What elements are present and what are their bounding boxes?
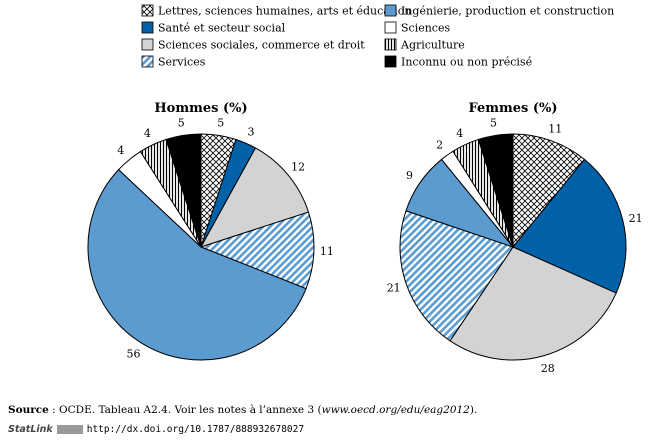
source-tail: ). — [469, 404, 478, 416]
legend-swatch-sante-et-secteur-social — [141, 21, 154, 34]
data-label-sante-et-secteur-social: 21 — [629, 212, 643, 225]
pie-slice-inconnu-ou-non-precise — [477, 133, 514, 248]
pie-slice-sciences-sociales-commerce-et-droit — [449, 246, 617, 361]
legend-label-sante-et-secteur-social: Santé et secteur social — [158, 22, 286, 35]
data-label-agriculture: 4 — [144, 127, 151, 140]
data-label-lettres-sciences-humaines-arts-et-education: 5 — [217, 117, 224, 130]
pie-slice-ingenierie-production-et-construction — [87, 168, 307, 361]
data-label-sante-et-secteur-social: 3 — [248, 125, 255, 138]
legend-swatch-sciences-sociales-commerce-et-droit — [141, 38, 154, 51]
source-note: Source : OCDE. Tableau A2.4. Voir les no… — [8, 404, 477, 416]
pie-slice-services — [199, 211, 315, 290]
legend-label-lettres-sciences-humaines-arts-et-education: Lettres, sciences humaines, arts et éduc… — [158, 5, 412, 18]
legend-swatch-lettres-sciences-humaines-arts-et-education — [141, 4, 154, 17]
pie-slice-sciences-sociales-commerce-et-droit — [199, 147, 310, 248]
source-link[interactable]: www.oecd.org/edu/eag2012 — [321, 404, 470, 416]
chart-title: Femmes (%) — [468, 101, 557, 116]
statlink-brand: StatLink — [8, 424, 53, 435]
data-label-sciences: 4 — [117, 144, 124, 157]
data-label-services: 11 — [320, 245, 334, 258]
data-label-ingenierie-production-et-construction: 9 — [406, 169, 413, 182]
statlink-url[interactable]: http://dx.doi.org/10.1787/888932678027 — [86, 424, 305, 435]
data-label-ingenierie-production-et-construction: 56 — [127, 347, 141, 360]
chart-title: Hommes (%) — [154, 101, 247, 116]
data-label-inconnu-ou-non-precise: 5 — [490, 117, 497, 130]
legend-swatch-sciences — [384, 21, 397, 34]
source-text: : OCDE. Tableau A2.4. Voir les notes à l… — [48, 404, 322, 416]
legend-swatch-ingenierie-production-et-construction — [384, 4, 397, 17]
pie-slice-inconnu-ou-non-precise — [165, 133, 202, 248]
statlink: StatLink http://dx.doi.org/10.1787/888932… — [8, 424, 304, 435]
legend-swatch-agriculture — [384, 38, 397, 51]
legend-label-inconnu-ou-non-precise: Inconnu ou non précisé — [401, 56, 532, 69]
legend-label-services: Services — [158, 56, 206, 69]
legend-swatch-inconnu-ou-non-precise — [384, 55, 397, 68]
pie-femmes: Femmes (%) 11 21 28 21 9 24 5 — [387, 101, 643, 375]
legend-swatch-services — [141, 55, 154, 68]
legend-label-sciences: Sciences — [401, 22, 450, 35]
data-label-lettres-sciences-humaines-arts-et-education: 11 — [548, 122, 562, 135]
legend-label-ingenierie-production-et-construction: Ingénierie, production et construction — [401, 5, 614, 18]
legend-label-agriculture: Agriculture — [400, 39, 465, 52]
data-label-agriculture: 4 — [456, 127, 463, 140]
pie-hommes: Hommes (%)5 3 12 11 56 4 4 5 — [87, 101, 334, 361]
data-label-sciences: 2 — [436, 139, 443, 152]
pie-slice-lettres-sciences-humaines-arts-et-education — [512, 133, 586, 249]
data-label-services: 21 — [387, 281, 401, 294]
legend-label-sciences-sociales-commerce-et-droit: Sciences sociales, commerce et droit — [158, 39, 365, 52]
data-label-inconnu-ou-non-precise: 5 — [178, 117, 185, 130]
pie-slice-services — [399, 210, 514, 342]
pie-slice-sante-et-secteur-social — [512, 158, 627, 294]
legend: Lettres, sciences humaines, arts et éduc… — [141, 4, 614, 69]
statlink-logo-icon — [56, 425, 83, 434]
source-lead: Source — [8, 404, 49, 416]
data-label-sciences-sociales-commerce-et-droit: 12 — [291, 161, 305, 174]
data-label-sciences-sociales-commerce-et-droit: 28 — [541, 362, 555, 375]
